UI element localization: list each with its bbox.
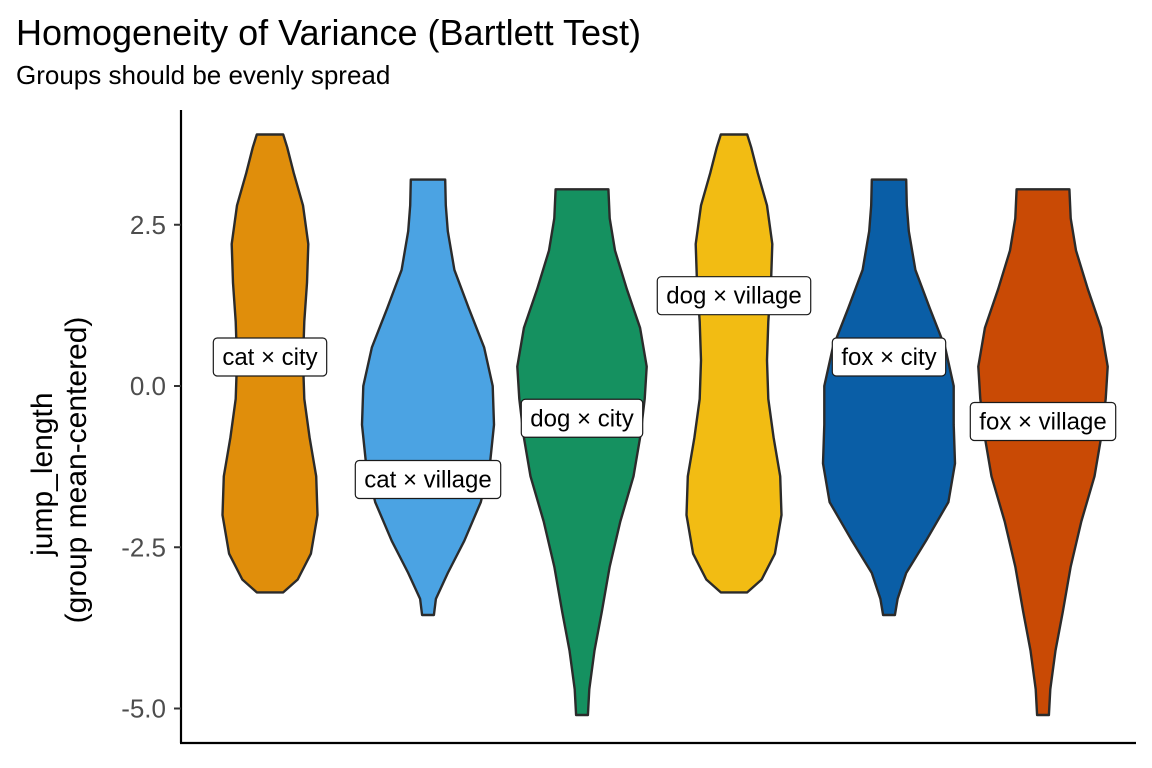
y-axis: 2.5 0.0 -2.5 -5.0 — [121, 110, 183, 743]
violins-layer — [221, 133, 1109, 717]
chart-title: Homogeneity of Variance (Bartlett Test) — [16, 12, 641, 53]
y-axis-title-line1: jump_length — [26, 392, 59, 556]
violin-3 — [685, 133, 783, 594]
violin-label-0: cat × city — [212, 337, 328, 377]
violin-labels-layer: cat × city cat × village dog × city dog × v… — [212, 276, 1117, 500]
violin-label-5: fox × village — [969, 401, 1117, 442]
violin-5 — [977, 188, 1109, 717]
chart-subtitle: Groups should be evenly spread — [16, 60, 391, 90]
violin-1 — [360, 178, 496, 617]
violin-2 — [516, 188, 648, 717]
violin-label-text: dog × city — [530, 405, 633, 432]
y-tick-label: -5.0 — [121, 694, 166, 724]
y-axis-title: jump_length (group mean-centered) — [26, 317, 93, 624]
violin-label-box — [656, 276, 812, 316]
violin-label-box — [520, 398, 644, 438]
violin-label-box — [212, 337, 328, 377]
violin-label-text: fox × city — [841, 344, 936, 371]
violin-label-text: cat × city — [222, 344, 317, 371]
y-axis-title-line2: (group mean-centered) — [60, 317, 93, 624]
violin-label-box — [831, 337, 947, 377]
violin-label-text: dog × village — [666, 283, 801, 310]
violin-label-box — [969, 401, 1117, 442]
violin-label-box — [354, 459, 502, 500]
violin-label-4: fox × city — [831, 337, 947, 377]
violin-4 — [821, 178, 957, 617]
violin-label-2: dog × city — [520, 398, 644, 438]
violin-label-text: fox × village — [979, 408, 1106, 435]
violin-label-text: cat × village — [364, 467, 491, 494]
y-tick-label: -2.5 — [121, 532, 166, 562]
violin-label-3: dog × village — [656, 276, 812, 316]
y-tick-label: 2.5 — [130, 210, 166, 240]
violin-label-1: cat × village — [354, 459, 502, 500]
y-tick-label: 0.0 — [130, 371, 166, 401]
